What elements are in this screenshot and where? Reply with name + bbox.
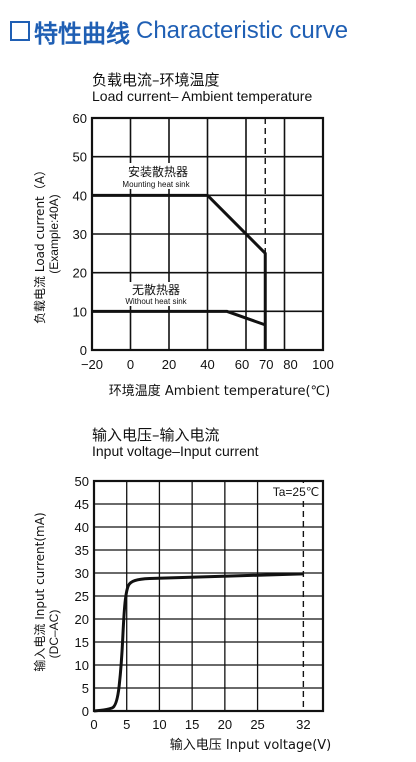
chart2-y-tick-label: 35: [75, 543, 89, 558]
chart1-x-tick-label: 70: [259, 357, 273, 372]
chart1-x-tick-label: 100: [312, 357, 334, 372]
chart1-y-tick-label: 10: [73, 304, 87, 319]
chart1-x-tick-label: 80: [283, 357, 297, 372]
chart2-y-tick-label: 20: [75, 612, 89, 627]
chart2-y-axis-label-2: (DC–AC): [47, 610, 61, 659]
chart1-title-block: 负载电流–环境温度 Load current– Ambient temperat…: [92, 71, 313, 104]
chart2-x-tick-label: 20: [218, 717, 232, 732]
chart1-y-tick-label: 60: [73, 111, 87, 126]
chart1-x-tick-label: 0: [127, 357, 134, 372]
chart1-x-tick-label: 40: [200, 357, 214, 372]
chart2-x-tick-label: 5: [123, 717, 130, 732]
chart1-frame: [90, 116, 325, 352]
chart1-y-axis-label-2: (Example:40A): [47, 194, 61, 273]
chart2-x-tick-label: 15: [185, 717, 199, 732]
chart1-series-line-2: [92, 309, 266, 327]
chart1-y-tick-label: 50: [73, 150, 87, 165]
chart1-y-tick-label: 40: [73, 188, 87, 203]
chart2-x-axis-label: 输入电压 Input voltage(V): [170, 737, 332, 753]
chart2-x-tick-label: 0: [90, 717, 97, 732]
chart2-annotation-bg: [265, 483, 321, 499]
chart2-title-block: 输入电压–输入电流 Input voltage–Input current: [92, 426, 259, 459]
chart2-y-tick-label: 50: [75, 474, 89, 489]
chart1-x-tick-label: 20: [162, 357, 176, 372]
chart2-x-tick-label: 25: [250, 717, 264, 732]
chart2-title: 输入电压–输入电流: [92, 426, 220, 444]
chart2-y-tick-label: 25: [75, 589, 89, 604]
chart2-y-tick-label: 45: [75, 497, 89, 512]
chart1-series-label-en: Mounting heat sink: [122, 180, 190, 189]
chart2-frame: [92, 479, 325, 713]
chart1-series-label-zh: 安装散热器: [128, 164, 188, 179]
chart2-y-tick-label: 0: [82, 704, 89, 719]
chart2-y-tick-label: 30: [75, 566, 89, 581]
chart2-y-axis-label: 输入电流 Input current(mA): [32, 512, 47, 671]
section-title-zh: 特性曲线: [34, 19, 130, 48]
chart1-y-tick-label: 30: [73, 227, 87, 242]
chart2-y-tick-label: 40: [75, 520, 89, 535]
chart1-y-tick-label: 0: [80, 343, 87, 358]
chart1-series-label-en: Without heat sink: [125, 297, 187, 306]
chart2-annotation: Ta=25℃: [273, 485, 320, 499]
chart1-y-tick-label: 20: [73, 266, 87, 281]
chart1-x-tick-label: 60: [235, 357, 249, 372]
chart2-y-tick-label: 5: [82, 681, 89, 696]
chart2-series-line: [93, 572, 304, 713]
chart1-series-label-zh: 无散热器: [132, 282, 180, 297]
chart2-x-tick-label: 32: [296, 717, 310, 732]
chart2-y-tick-label: 10: [75, 658, 89, 673]
chart1-x-tick-label: −20: [81, 357, 103, 372]
chart1-y-axis-label: 负载电流 Load current（A）: [33, 164, 47, 324]
chart2-subtitle: Input voltage–Input current: [92, 442, 259, 459]
square-outline-icon: [10, 21, 30, 41]
chart2-y-tick-label: 15: [75, 635, 89, 650]
chart1-x-axis-label: 环境温度 Ambient temperature(℃): [109, 383, 330, 399]
chart1-series-line-1: [92, 193, 267, 350]
chart1-title: 负载电流–环境温度: [92, 71, 220, 89]
section-title-en: Characteristic curve: [136, 17, 349, 44]
chart1-label-bg: [108, 282, 204, 306]
chart1-label-bg: [108, 163, 204, 189]
section-header: 特性曲线 Characteristic curve: [10, 14, 348, 48]
chart1-subtitle: Load current– Ambient temperature: [92, 87, 313, 104]
chart2-x-tick-label: 10: [152, 717, 166, 732]
